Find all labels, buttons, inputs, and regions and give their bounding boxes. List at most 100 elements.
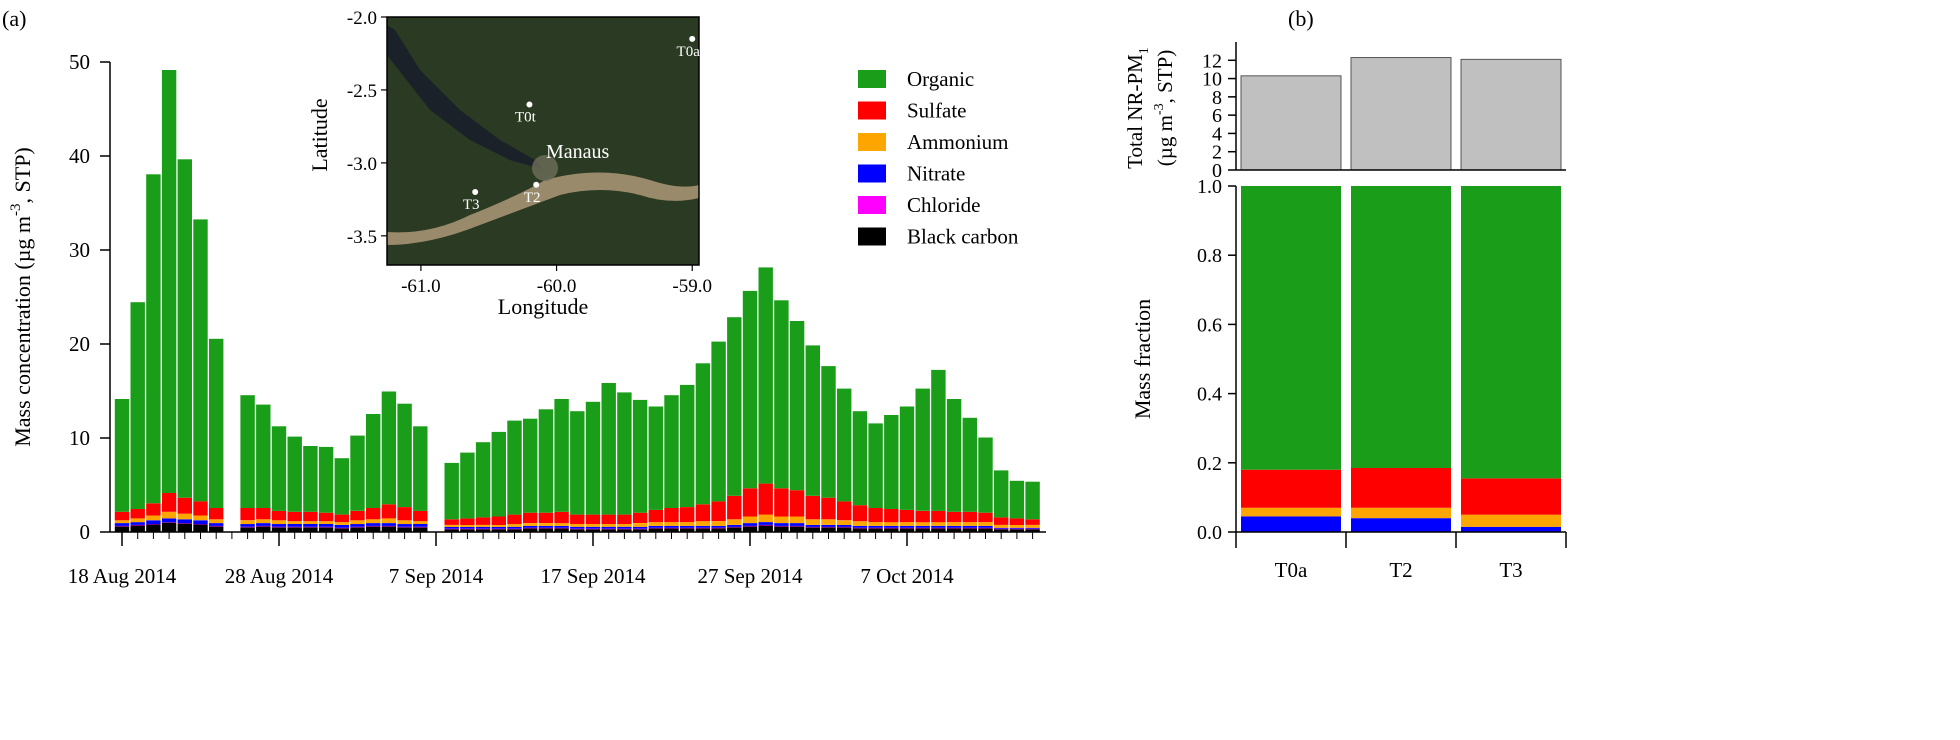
- map-frame: [386, 16, 700, 266]
- area-segment-nitrate: [177, 519, 192, 524]
- area-segment-organic: [177, 159, 192, 498]
- area-segment-nitrate: [931, 525, 946, 528]
- area-segment-nitrate: [601, 526, 616, 529]
- area-segment-ammonium: [1009, 525, 1025, 528]
- area-segment-sulfate: [460, 518, 475, 525]
- area-segment-sulfate: [758, 483, 773, 515]
- area-segment-sulfate: [821, 497, 836, 520]
- area-segment-organic: [994, 470, 1009, 518]
- area-segment-organic: [271, 426, 287, 511]
- legend-swatch-sulfate: [858, 101, 886, 120]
- map-y-tick-label: -2.5: [347, 81, 377, 102]
- area-segment-sulfate: [256, 508, 271, 520]
- area-segment-chloride: [475, 528, 491, 530]
- area-segment-chloride: [711, 527, 726, 529]
- area-segment-organic: [899, 406, 915, 510]
- area-segment-ammonium: [1025, 525, 1040, 528]
- area-segment-sulfate: [570, 514, 585, 524]
- area-segment-sulfate: [287, 511, 302, 522]
- area-segment-black-carbon: [821, 527, 836, 532]
- area-segment-black-carbon: [946, 528, 962, 532]
- legend: Organic Sulfate Ammonium Nitrate Chloride Bla…: [858, 67, 1019, 249]
- area-segment-black-carbon: [397, 527, 412, 532]
- area-segment-ammonium: [538, 523, 554, 526]
- area-segment-sulfate: [915, 510, 930, 523]
- area-segment-organic: [397, 403, 412, 508]
- area-segment-nitrate: [444, 526, 459, 529]
- area-segment-ammonium: [962, 522, 977, 526]
- area-segment-sulfate: [538, 512, 554, 523]
- area-segment-organic: [805, 345, 820, 496]
- area-segment-sulfate: [240, 508, 255, 521]
- area-segment-organic: [570, 411, 585, 515]
- area-segment-organic: [1025, 481, 1040, 520]
- area-segment-nitrate: [1025, 527, 1040, 529]
- area-segment-chloride: [852, 527, 868, 529]
- fraction-segment-sulfate-t2: [1351, 467, 1451, 508]
- manaus-label: Manaus: [546, 141, 610, 163]
- area-segment-black-carbon: [978, 528, 993, 532]
- area-segment-organic: [852, 411, 868, 506]
- area-segment-black-carbon: [837, 527, 852, 532]
- area-segment-nitrate: [852, 525, 868, 528]
- area-segment-nitrate: [585, 526, 601, 529]
- area-segment-ammonium: [648, 522, 663, 526]
- area-segment-chloride: [381, 525, 397, 527]
- area-segment-black-carbon: [114, 526, 130, 532]
- area-segment-chloride: [177, 523, 192, 524]
- area-segment-sulfate: [130, 509, 145, 519]
- area-segment-nitrate: [789, 523, 805, 526]
- area-segment-ammonium: [491, 525, 506, 527]
- area-segment-nitrate: [727, 525, 742, 527]
- area-segment-ammonium: [789, 516, 805, 524]
- area-segment-chloride: [727, 526, 742, 528]
- area-segment-black-carbon: [1009, 529, 1025, 532]
- area-segment-organic: [1009, 480, 1025, 519]
- area-segment-chloride: [680, 527, 695, 529]
- area-segment-chloride: [1009, 528, 1025, 530]
- area-segment-chloride: [758, 525, 773, 526]
- manaus-urban-area: [532, 155, 558, 181]
- area-segment-black-carbon: [318, 527, 334, 532]
- area-segment-black-carbon: [680, 528, 695, 532]
- panel-a-label: (a): [2, 6, 26, 31]
- area-segment-organic: [130, 302, 145, 509]
- area-segment-ammonium: [350, 520, 365, 525]
- area-segment-ammonium: [287, 521, 302, 524]
- area-segment-ammonium: [585, 524, 601, 527]
- area-segment-nitrate: [946, 525, 962, 528]
- area-segment-nitrate: [837, 525, 852, 527]
- area-segment-chloride: [554, 527, 569, 529]
- area-segment-sulfate: [617, 514, 632, 524]
- area-segment-black-carbon: [381, 526, 397, 532]
- fraction-segment-sulfate-t3: [1461, 478, 1561, 515]
- area-segment-nitrate: [303, 524, 318, 527]
- area-segment-nitrate: [318, 524, 334, 527]
- total-bar-t0a: [1240, 75, 1342, 171]
- area-segment-organic: [774, 300, 789, 489]
- area-segment-ammonium: [397, 520, 412, 525]
- area-segment-organic: [915, 388, 930, 511]
- area-segment-ammonium: [884, 522, 899, 526]
- area-segment-organic: [413, 426, 428, 511]
- area-segment-organic: [742, 290, 758, 489]
- area-segment-nitrate: [193, 520, 208, 525]
- map-x-tick-label: -61.0: [401, 276, 441, 297]
- area-segment-chloride: [994, 528, 1009, 530]
- area-segment-nitrate: [805, 525, 820, 527]
- area-segment-ammonium: [915, 522, 930, 526]
- area-segment-chloride: [915, 527, 930, 529]
- area-segment-organic: [601, 383, 616, 515]
- area-segment-ammonium: [899, 522, 915, 526]
- area-segment-ammonium: [256, 519, 271, 524]
- area-segment-chloride: [538, 527, 554, 529]
- area-segment-chloride: [821, 526, 836, 528]
- area-segment-chloride: [868, 527, 883, 529]
- area-segment-chloride: [193, 524, 208, 525]
- x-axis-ticks: 18 Aug 2014 28 Aug 2014 7 Sep 2014 17 Sep 2…: [68, 532, 1034, 588]
- area-segment-ammonium: [444, 525, 459, 527]
- bottom-y-tick-label: 0.4: [1197, 384, 1222, 406]
- map-y-tick-label: -2.0: [347, 8, 377, 29]
- legend-swatch-organic: [858, 70, 886, 88]
